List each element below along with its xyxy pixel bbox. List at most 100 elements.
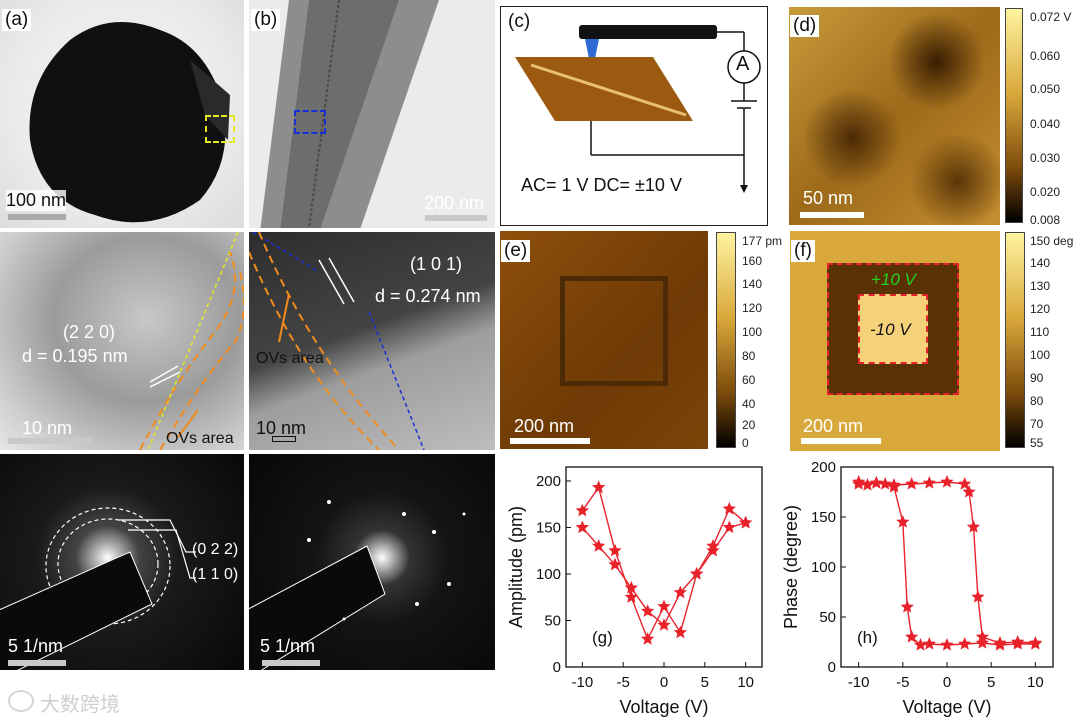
data-point	[1028, 636, 1042, 649]
panel-f-cb-tick: 70	[1030, 417, 1044, 431]
panel-d-colorbar	[1005, 8, 1023, 223]
panel-d-cb-tick: 0.050	[1030, 82, 1061, 96]
data-point	[575, 503, 589, 517]
saed-left-image	[0, 454, 244, 670]
hrtem-right-image	[249, 232, 495, 450]
bias-label: AC= 1 V DC= ±10 V	[521, 175, 682, 195]
data-point	[913, 638, 928, 651]
hrtem-right-scale-text: 10 nm	[256, 418, 307, 438]
hrtem-left-plane: (2 2 0)	[63, 322, 116, 342]
nanoparticle-shape	[29, 22, 230, 223]
panel-f-cb-tick: 100	[1030, 348, 1051, 362]
panel-b-scale-bar	[425, 215, 487, 221]
nanorod-shape	[260, 0, 439, 228]
x-tick-label: 10	[737, 674, 754, 691]
data-point	[608, 557, 622, 571]
saed-left-overlay	[0, 507, 196, 670]
x-tick-label: 0	[660, 674, 668, 691]
x-axis-label: Voltage (V)	[902, 697, 991, 717]
data-point	[706, 543, 720, 557]
panel-f-cb-tick: 110	[1030, 325, 1050, 339]
panel-f-outer-square	[827, 263, 959, 395]
data-point	[971, 590, 985, 603]
data-point	[657, 618, 671, 631]
x-tick-label: 5	[987, 674, 995, 691]
y-axis-label: Phase (degree)	[781, 505, 801, 629]
panel-f-label: (f)	[791, 240, 815, 262]
data-point	[958, 477, 972, 490]
panel-f-cb-tick: 90	[1030, 371, 1044, 385]
hrtem-left-overlay	[139, 232, 244, 450]
y-tick-label: 150	[811, 509, 836, 526]
x-tick-label: 10	[1027, 674, 1044, 691]
y-tick-label: 200	[536, 473, 561, 490]
panel-e-cb-tick: 60	[742, 373, 756, 387]
data-point	[869, 476, 883, 489]
panel-f-cb-tick: 80	[1030, 394, 1044, 408]
saed-right-scale-text: 5 1/nm	[260, 636, 316, 656]
y-axis-label: Amplitude (pm)	[506, 506, 526, 628]
data-point	[722, 501, 736, 515]
x-tick-label: -10	[848, 674, 870, 691]
series-line	[858, 482, 1036, 646]
saed-left-ring1: (0 2 2)	[192, 541, 239, 558]
panel-e-cb-tick: 100	[742, 325, 763, 339]
hrtem-right-scale-bar	[272, 436, 296, 442]
data-point	[922, 476, 936, 489]
panel-e-cb-tick: 40	[742, 397, 756, 411]
saed-left-ring2: (1 1 0)	[192, 566, 239, 583]
data-point	[940, 475, 954, 488]
panel-f-map	[790, 231, 1000, 451]
data-point	[624, 580, 638, 594]
panel-d-cb-tick: 0.020	[1030, 185, 1061, 199]
data-point	[852, 475, 866, 488]
panel-e-cb-tick: 0	[742, 436, 749, 450]
hrtem-right-spacing: d = 0.274 nm	[375, 286, 481, 306]
data-point	[722, 520, 736, 534]
panel-a-scale-text: 100 nm	[6, 190, 67, 211]
data-point	[993, 636, 1007, 649]
y-tick-label: 100	[811, 559, 836, 576]
panel-f-negative-label: -10 V	[870, 320, 911, 339]
x-tick-label: 5	[701, 674, 709, 691]
panel-d-cb-tick: 0.072 V	[1030, 10, 1072, 24]
x-tick-label: 0	[943, 674, 951, 691]
data-point	[900, 600, 914, 613]
data-point	[905, 477, 919, 490]
data-point	[958, 637, 972, 650]
data-point	[1011, 635, 1025, 648]
panel-e-map	[500, 231, 708, 449]
panel-f-positive-label: +10 V	[871, 270, 916, 289]
panel-e-cb-tick: 140	[742, 277, 763, 291]
panel-f-cb-tick: 150 deg	[1030, 234, 1074, 248]
data-point	[706, 539, 720, 552]
data-point	[975, 636, 989, 649]
saed-right-scale-bar	[262, 660, 320, 666]
panel-d-scale-bar	[800, 212, 864, 218]
panel-d-label: (d)	[790, 15, 820, 37]
x-tick-label: -5	[616, 674, 629, 691]
panel-f-cb-tick: 55	[1030, 436, 1044, 450]
watermark: 大数跨境	[40, 694, 120, 716]
panel-d-cb-tick: 0.040	[1030, 117, 1061, 131]
panel-e-cb-tick: 177 pm	[742, 234, 783, 248]
zoom-box-b	[294, 110, 326, 134]
y-tick-label: 0	[553, 659, 561, 676]
panel-f-colorbar	[1005, 232, 1025, 448]
data-point	[641, 604, 655, 617]
panel-f-cb-tick: 130	[1030, 279, 1051, 293]
saed-right-image	[249, 454, 495, 670]
data-point	[575, 520, 589, 534]
panel-c-label: (c)	[505, 11, 534, 33]
data-point	[975, 630, 989, 643]
data-point	[641, 632, 655, 645]
saed-right-overlay	[249, 500, 466, 670]
data-point	[690, 566, 704, 580]
hrtem-left-scale-text: 10 nm	[22, 418, 73, 438]
data-point	[592, 480, 606, 494]
data-point	[962, 485, 976, 498]
y-tick-label: 50	[819, 609, 836, 626]
panel-e-cb-tick: 160	[742, 254, 763, 268]
data-point	[905, 630, 919, 643]
